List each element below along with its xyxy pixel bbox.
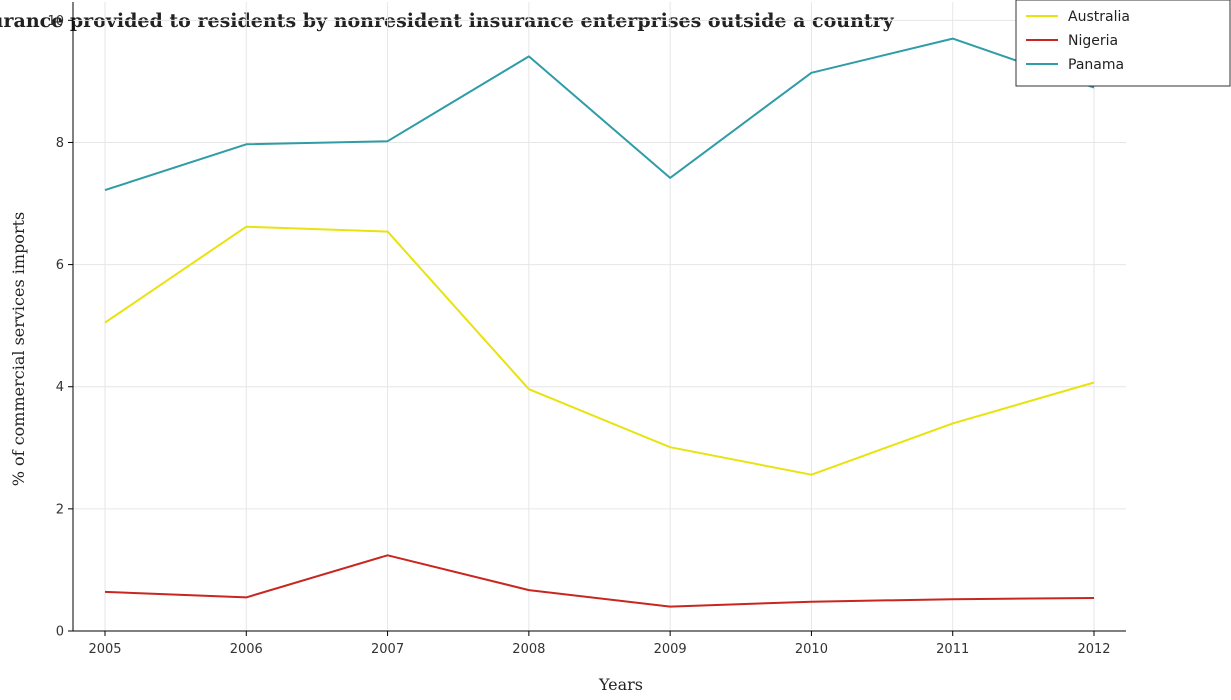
y-tick-label: 10 (47, 14, 64, 29)
legend: Australia Nigeria Panama (1015, 0, 1231, 87)
y-tick-label: 0 (56, 625, 64, 640)
x-tick-label: 2008 (512, 642, 545, 657)
legend-label: Panama (1068, 57, 1124, 73)
series-line-panama (104, 37, 1095, 192)
y-tick-label: 6 (56, 258, 64, 273)
legend-box (1015, 0, 1231, 87)
axes (72, 2, 1126, 632)
y-tick-label: 8 (56, 136, 64, 151)
y-tick-label: 2 (56, 502, 64, 517)
y-tick-label: 4 (56, 380, 64, 395)
x-tick-label: 2006 (230, 642, 263, 657)
chart-title: Insurance provided to residents by nonre… (0, 10, 895, 32)
x-tick-label: 2010 (795, 642, 828, 657)
y-tick-labels: 0 2 4 6 8 10 (47, 14, 73, 640)
x-tick-label: 2007 (371, 642, 404, 657)
x-tick-label: 2011 (936, 642, 969, 657)
series-line-nigeria (104, 554, 1095, 608)
x-axis-label: Years (598, 675, 643, 694)
legend-label: Nigeria (1068, 33, 1118, 49)
grid-lines (73, 2, 1126, 632)
x-tick-label: 2009 (654, 642, 687, 657)
x-tick-label: 2005 (88, 642, 121, 657)
series-line-australia (104, 225, 1095, 476)
x-tick-label: 2012 (1077, 642, 1110, 657)
y-axis-label: % of commercial services imports (9, 212, 28, 486)
series-lines (104, 37, 1095, 608)
legend-label: Australia (1068, 9, 1130, 25)
x-tick-labels: 2005 2006 2007 2008 2009 2010 2011 2012 (88, 631, 1111, 657)
